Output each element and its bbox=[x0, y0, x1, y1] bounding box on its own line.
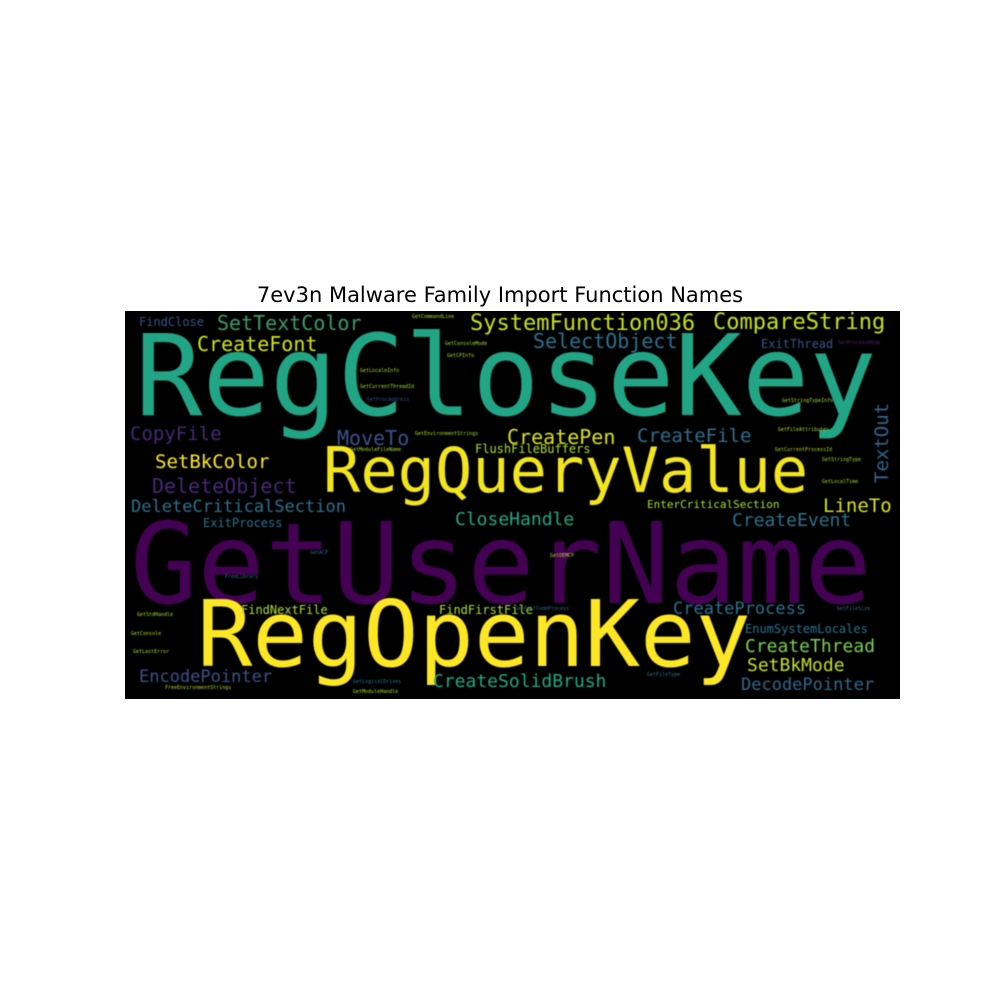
cloud-word: GetCurrentThreadId bbox=[360, 384, 415, 390]
cloud-word: CreateThread bbox=[745, 636, 876, 657]
cloud-word: CopyFile bbox=[130, 423, 222, 445]
cloud-word: SetBkMode bbox=[747, 655, 845, 676]
cloud-word: GetLocalTime bbox=[822, 479, 859, 485]
cloud-word: TextOut bbox=[871, 402, 893, 483]
cloud-word: GetFileType bbox=[647, 672, 681, 678]
cloud-word: FlushFileBuffers bbox=[475, 442, 591, 456]
cloud-word: CompareString bbox=[713, 311, 886, 335]
cloud-word: MoveTo bbox=[337, 426, 410, 450]
cloud-word: GetStringTypeInfo bbox=[782, 398, 834, 404]
cloud-word: RegOpenKey bbox=[197, 581, 751, 688]
cloud-word: GetProcAddress bbox=[367, 397, 410, 403]
cloud-word: SetBkColor bbox=[155, 451, 270, 473]
cloud-word: SystemFunction036 bbox=[470, 311, 696, 336]
cloud-word: LineTo bbox=[823, 495, 892, 517]
cloud-word: GetConsole bbox=[131, 631, 162, 637]
cloud-word: GetLogicalDrives bbox=[353, 679, 402, 685]
cloud-word: RegQueryValue bbox=[323, 434, 809, 507]
cloud-word: FindClose bbox=[139, 315, 205, 329]
cloud-word: GetModuleHandle bbox=[353, 689, 399, 695]
cloud-word: ExitProcess bbox=[203, 516, 283, 530]
cloud-word: GetStringType bbox=[822, 457, 862, 463]
cloud-word: FindFirstFile bbox=[439, 603, 533, 617]
cloud-word: CreatePen bbox=[507, 425, 616, 449]
cloud-word: CreateFont bbox=[197, 332, 318, 356]
cloud-word: CreateProcess bbox=[673, 599, 807, 619]
cloud-word: EnterCriticalSection bbox=[647, 498, 780, 511]
chart-title: 7ev3n Malware Family Import Function Nam… bbox=[256, 283, 744, 307]
cloud-word: SelectObject bbox=[533, 329, 678, 353]
cloud-word: ExitThread bbox=[761, 337, 834, 351]
cloud-word: GetCPInfo bbox=[447, 353, 475, 359]
cloud-word: FreeEnvironmentStrings bbox=[165, 685, 232, 691]
cloud-word: GetOEMCP bbox=[550, 553, 575, 559]
cloud-word: CreateEvent bbox=[732, 510, 852, 531]
cloud-word: DeleteCriticalSection bbox=[131, 497, 346, 517]
cloud-word: GetConsoleMode bbox=[445, 341, 488, 347]
cloud-word: GetLastError bbox=[133, 649, 170, 655]
cloud-word: GetLocaleInfo bbox=[360, 368, 400, 374]
cloud-word: CloseHandle bbox=[455, 509, 575, 530]
cloud-word: GetFileSize bbox=[837, 606, 871, 612]
cloud-word: GetCurrentProcessId bbox=[775, 447, 833, 453]
word-cloud: GetUserName RegCloseKey RegOpenKey RegQuery… bbox=[125, 311, 900, 699]
cloud-word: GetExitCodeProcess bbox=[515, 606, 570, 612]
cloud-word: FreeLibrary bbox=[225, 574, 259, 580]
cloud-word: FindNextFile bbox=[241, 603, 328, 617]
cloud-word: SetTextColor bbox=[217, 311, 362, 335]
cloud-word: GetACP bbox=[310, 550, 329, 556]
cloud-word: EnumSystemLocales bbox=[745, 622, 868, 636]
cloud-word: DeleteObject bbox=[152, 474, 297, 498]
cloud-word: GetStdHandle bbox=[137, 612, 174, 618]
cloud-word: GetModuleFileName bbox=[350, 447, 402, 453]
cloud-word: GetProcessHeap bbox=[838, 340, 881, 346]
cloud-word: GetFileAttributes bbox=[778, 427, 830, 433]
cloud-word: DecodePointer bbox=[741, 675, 875, 695]
cloud-word: CreateSolidBrush bbox=[433, 671, 607, 692]
cloud-word: GetUserName bbox=[130, 500, 872, 630]
cloud-word: GetCommandLine bbox=[412, 314, 455, 320]
cloud-word: EncodePointer bbox=[139, 667, 273, 687]
cloud-word: RegCloseKey bbox=[135, 312, 877, 442]
cloud-word: GetEnvironmentStrings bbox=[415, 431, 479, 437]
cloud-word: CreateFile bbox=[637, 425, 752, 447]
